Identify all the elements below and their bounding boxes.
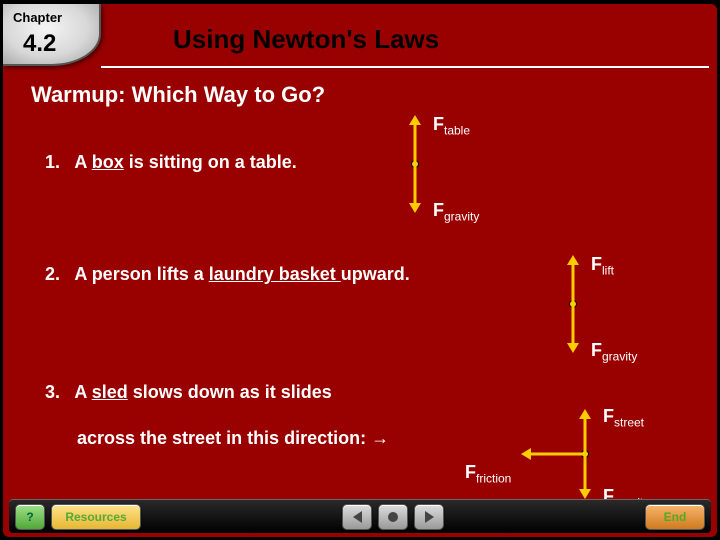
chevron-left-icon [353,511,362,523]
item-1-post: is sitting on a table. [124,152,297,172]
end-button[interactable]: End [645,504,705,530]
chapter-number: 4.2 [23,30,56,58]
force-label: Ffriction [465,462,511,486]
force-label: Ftable [433,114,470,138]
arrow-down-icon [567,343,579,353]
force-label: Flift [591,254,614,278]
force-line [414,124,417,164]
item-2-pre: A person lifts a [74,264,208,284]
force-line [572,264,575,304]
item-2-underlined: laundry basket [209,264,341,284]
force-line [530,453,585,456]
item-1-pre: A [74,152,91,172]
item-3-line2: across the street in this direction: → [77,428,389,449]
home-button[interactable] [378,504,408,530]
help-icon: ? [26,510,33,524]
chapter-label: Chapter [13,10,62,25]
next-button[interactable] [414,504,444,530]
end-label: End [664,510,687,524]
force-label: Fgravity [433,200,479,224]
item-2: 2. A person lifts a laundry basket upwar… [45,264,410,285]
arrow-left-icon [521,448,531,460]
arrow-down-icon [409,203,421,213]
item-2-num: 2. [45,264,60,284]
prev-button[interactable] [342,504,372,530]
arrow-down-icon [579,489,591,499]
item-3: 3. A sled slows down as it slides [45,382,332,403]
force-label: Fgravity [591,340,637,364]
chapter-tab: Chapter 4.2 [3,4,101,66]
resources-button[interactable]: Resources [51,504,141,530]
page-title: Using Newton's Laws [173,24,439,55]
force-line [584,418,587,454]
force-line [584,454,587,490]
item-2-post: upward. [341,264,410,284]
chevron-right-icon [425,511,434,523]
item-1-num: 1. [45,152,60,172]
force-line [572,304,575,344]
item-1-underlined: box [92,152,124,172]
navbar: ? Resources End [9,499,711,533]
resources-label: Resources [65,510,126,524]
help-button[interactable]: ? [15,504,45,530]
item-3-num: 3. [45,382,60,402]
arrow-up-icon [409,115,421,125]
force-label: Fstreet [603,406,644,430]
item-3-underlined: sled [92,382,128,402]
arrow-up-icon [567,255,579,265]
arrow-up-icon [579,409,591,419]
item-1: 1. A box is sitting on a table. [45,152,297,173]
item-3-post: slows down as it slides [128,382,332,402]
force-line [414,164,417,204]
slide: Chapter 4.2 Using Newton's Laws Warmup: … [3,4,717,537]
divider [101,66,709,68]
subtitle: Warmup: Which Way to Go? [31,82,325,108]
item-3-pre: A [74,382,91,402]
circle-icon [388,512,398,522]
